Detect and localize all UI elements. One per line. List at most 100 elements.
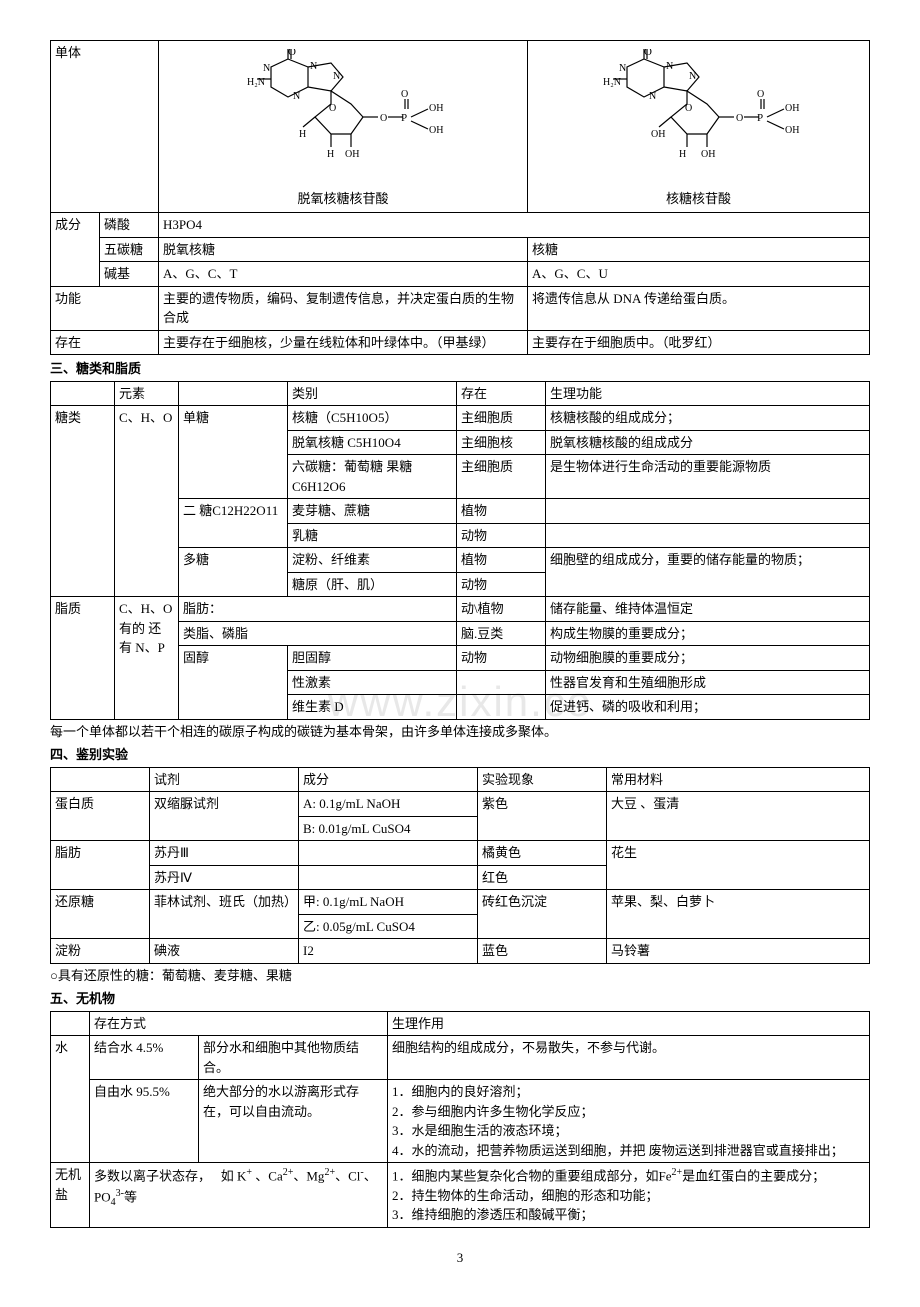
cell: 乳糖	[288, 523, 457, 548]
cell: 苏丹Ⅳ	[150, 865, 299, 890]
svg-text:N: N	[333, 71, 340, 82]
cell: I2	[299, 939, 478, 964]
cell: 水	[51, 1036, 90, 1163]
svg-text:N: N	[263, 63, 270, 74]
cell: 成分	[51, 213, 100, 287]
cell: 核糖	[528, 237, 870, 262]
cell: 碱基	[100, 262, 159, 287]
svg-text:OH: OH	[345, 149, 359, 160]
section-3-title: 三、糖类和脂质	[50, 359, 870, 379]
svg-text:N: N	[649, 91, 656, 102]
cell	[299, 865, 478, 890]
cell: 生理作用	[388, 1011, 870, 1036]
cell: 动物	[457, 572, 546, 597]
cell: 维生素 D	[288, 695, 457, 720]
cell: 构成生物膜的重要成分；	[546, 621, 870, 646]
cell: 糖原（肝、肌）	[288, 572, 457, 597]
cell: 1．细胞内某些复杂化合物的重要组成部分，如Fe2+是血红蛋白的主要成分；2．持生…	[388, 1163, 870, 1228]
cell: 部分水和细胞中其他物质结合。	[199, 1036, 388, 1080]
svg-text:N: N	[666, 61, 673, 72]
cell: 糖类	[51, 406, 115, 597]
cell: 脑.豆类	[457, 621, 546, 646]
cell	[457, 695, 546, 720]
cell: 细胞结构的组成成分，不易散失，不参与代谢。	[388, 1036, 870, 1080]
cell: 主细胞质	[457, 455, 546, 499]
rna-nucleotide-label: 核糖核苷酸	[532, 189, 865, 209]
cell: 类别	[288, 381, 457, 406]
cell: 主细胞质	[457, 406, 546, 431]
svg-text:OH: OH	[701, 149, 715, 160]
cell: 动物细胞膜的重要成分；	[546, 646, 870, 671]
cell: 存在	[457, 381, 546, 406]
ribo-nucleotide-structure: O N N N H₂N N O O P O	[589, 49, 809, 179]
cell: 动物	[457, 523, 546, 548]
cell: 试剂	[150, 767, 299, 792]
cell: 性激素	[288, 670, 457, 695]
cell: 自由水 95.5%	[90, 1080, 199, 1163]
cell: 固醇	[179, 646, 288, 720]
svg-text:OH: OH	[785, 125, 799, 136]
inorganic-table: 存在方式 生理作用 水 结合水 4.5% 部分水和细胞中其他物质结合。 细胞结构…	[50, 1011, 870, 1228]
cell	[51, 767, 150, 792]
cell: 功能	[51, 286, 159, 330]
cell: 促进钙、磷的吸收和利用；	[546, 695, 870, 720]
page-number: 3	[50, 1248, 870, 1268]
svg-text:N: N	[293, 91, 300, 102]
svg-text:OH: OH	[429, 103, 443, 114]
cell: 碘液	[150, 939, 299, 964]
dna-nucleotide-cell: O N N N H₂N N O O P	[159, 41, 528, 213]
cell: 脂肪：	[179, 597, 457, 622]
cell: 核糖（C5H10O5）	[288, 406, 457, 431]
cell: 1．细胞内的良好溶剂； 2．参与细胞内许多生物化学反应； 3．水是细胞生活的液态…	[388, 1080, 870, 1163]
section-4-title: 四、鉴别实验	[50, 745, 870, 765]
cell: 实验现象	[478, 767, 607, 792]
svg-text:O: O	[401, 89, 408, 100]
svg-text:H: H	[299, 129, 306, 140]
cell: 淀粉、纤维素	[288, 548, 457, 573]
cell: 苏丹Ⅲ	[150, 841, 299, 866]
cell	[299, 841, 478, 866]
svg-text:O: O	[685, 103, 692, 114]
cell: 脂肪	[51, 841, 150, 890]
cell: 大豆 、蛋清	[607, 792, 870, 841]
nucleic-acid-table: 单体 O N N N H₂N N O	[50, 40, 870, 355]
cell: 花生	[607, 841, 870, 890]
cell: 类脂、磷脂	[179, 621, 457, 646]
cell	[457, 670, 546, 695]
note-monomer: 每一个单体都以若干个相连的碳原子构成的碳链为基本骨架，由许多单体连接成多聚体。	[50, 722, 870, 742]
cell: H3PO4	[159, 213, 870, 238]
cell: B: 0.01g/mL CuSO4	[299, 816, 478, 841]
cell: 存在	[51, 330, 159, 355]
rna-nucleotide-cell: O N N N H₂N N O O P O	[528, 41, 870, 213]
cell: 脂质	[51, 597, 115, 720]
cell: 细胞壁的组成成分，重要的储存能量的物质；	[546, 548, 870, 597]
svg-text:N: N	[619, 63, 626, 74]
cell: 蓝色	[478, 939, 607, 964]
sugar-lipid-table: 元素 类别 存在 生理功能 糖类 C、H、O 单糖 核糖（C5H10O5） 主细…	[50, 381, 870, 720]
svg-text:O: O	[736, 113, 743, 124]
cell: 单糖	[179, 406, 288, 499]
cell: 双缩脲试剂	[150, 792, 299, 841]
svg-text:O: O	[757, 89, 764, 100]
cell: 植物	[457, 548, 546, 573]
cell: 动\植物	[457, 597, 546, 622]
cell	[179, 381, 288, 406]
cell: 二 糖C12H22O11	[179, 499, 288, 548]
cell: 结合水 4.5%	[90, 1036, 199, 1080]
cell: 蛋白质	[51, 792, 150, 841]
section-5-title: 五、无机物	[50, 989, 870, 1009]
cell: 多数以离子状态存， 如 K+ 、Ca2+、Mg2+、Cl-、PO43-等	[90, 1163, 388, 1228]
svg-text:O: O	[644, 49, 652, 58]
svg-text:O: O	[288, 49, 296, 58]
cell: 脱氧核糖	[159, 237, 528, 262]
cell: 橘黄色	[478, 841, 607, 866]
cell: 乙: 0.05g/mL CuSO4	[299, 914, 478, 939]
cell: 紫色	[478, 792, 607, 841]
cell: 动物	[457, 646, 546, 671]
cell: 核糖核酸的组成成分；	[546, 406, 870, 431]
cell: 无机盐	[51, 1163, 90, 1228]
cell: 成分	[299, 767, 478, 792]
row-monomer-label: 单体	[51, 41, 159, 213]
cell: 多糖	[179, 548, 288, 597]
cell: 甲: 0.1g/mL NaOH	[299, 890, 478, 915]
